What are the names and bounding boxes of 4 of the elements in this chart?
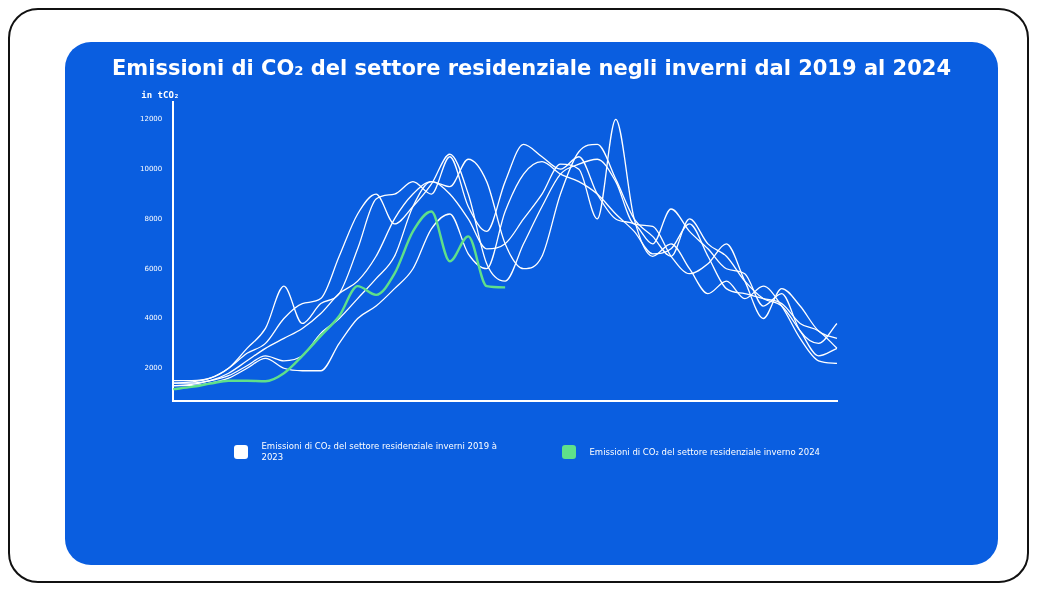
chart-title: Emissioni di CO₂ del settore residenziale negli inverni dal 2019 al 2024 — [110, 56, 953, 80]
legend-label: Emissioni di CO₂ del settore residenziale inverni 2019 à 2023 — [261, 441, 499, 463]
legend-label: Emissioni di CO₂ del settore residenziale inverno 2024 — [589, 446, 821, 458]
y-axis-title: in tCO₂ — [140, 89, 179, 100]
